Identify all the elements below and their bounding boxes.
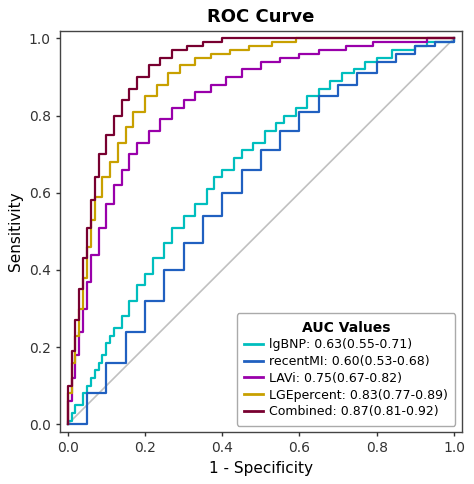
Y-axis label: Sensitivity: Sensitivity: [9, 192, 23, 271]
Legend: lgBNP: 0.63(0.55-0.71), recentMI: 0.60(0.53-0.68), LAVi: 0.75(0.67-0.82), LGEper: lgBNP: 0.63(0.55-0.71), recentMI: 0.60(0…: [237, 313, 456, 426]
Title: ROC Curve: ROC Curve: [207, 8, 315, 26]
X-axis label: 1 - Specificity: 1 - Specificity: [209, 461, 313, 476]
